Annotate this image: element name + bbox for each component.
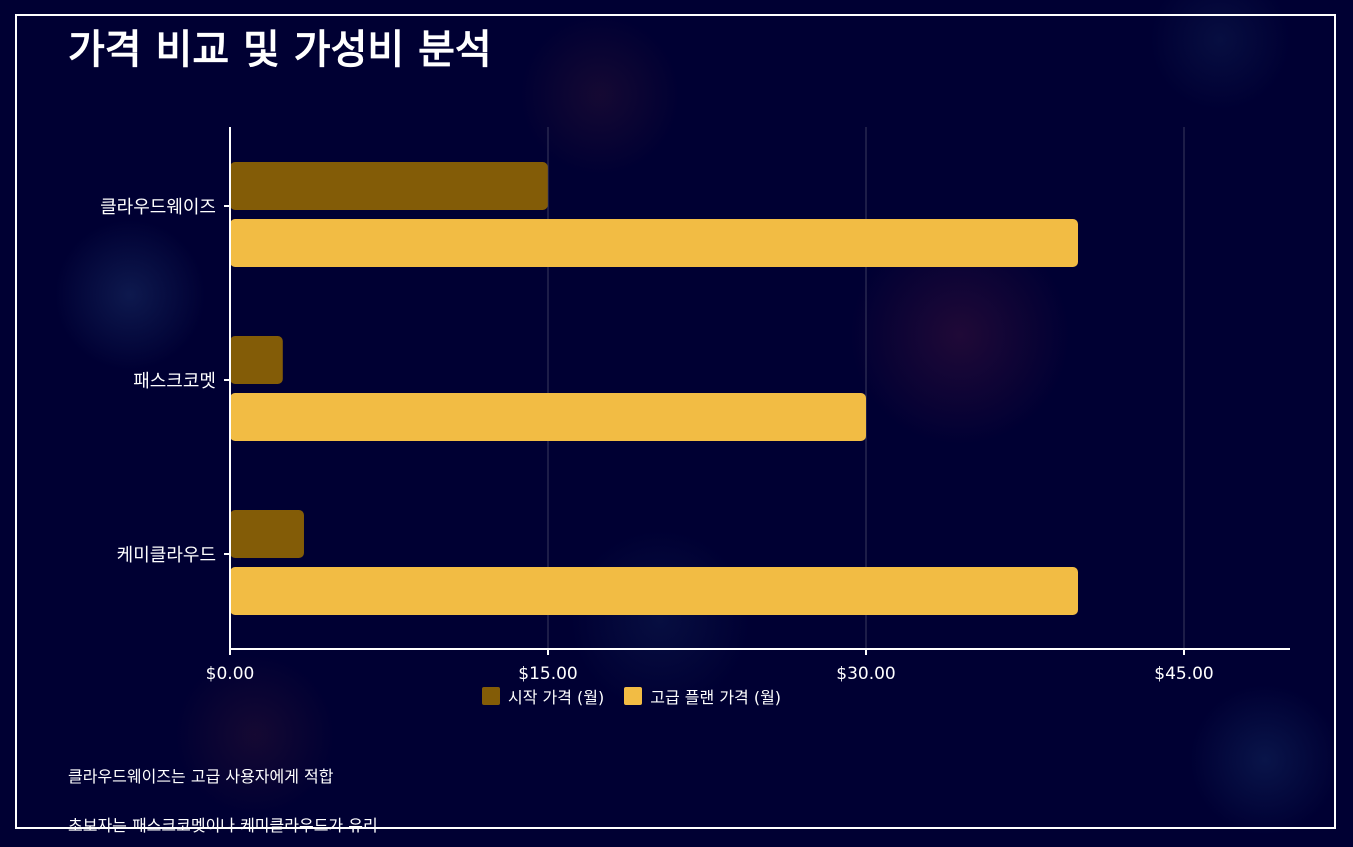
note-cloudways: 클라우드웨이즈는 고급 사용자에게 적합 (68, 767, 334, 786)
x-tick-label-0: $0.00 (206, 664, 255, 684)
chart-title: 가격 비교 및 가성비 분석 (68, 27, 492, 73)
legend-item-start-price[interactable]: 시작 가격 (월) (482, 684, 604, 708)
note-beginners: 초보자는 패스크코멧이나 케미클라우드가 유리 (68, 816, 378, 835)
bar-start-price-2 (230, 510, 304, 558)
y-tick-label-0: 클라우드웨이즈 (100, 197, 216, 218)
legend-label-start-price: 시작 가격 (월) (508, 688, 605, 707)
legend-item-premium-price[interactable]: 고급 플랜 가격 (월) (624, 684, 781, 708)
x-tick-label-1: $15.00 (518, 664, 577, 684)
chart-frame (15, 14, 1336, 829)
y-tick-label-1: 패스크코멧 (133, 371, 216, 392)
x-tick-label-3: $45.00 (1154, 664, 1213, 684)
bar-premium-price-0 (230, 219, 1078, 267)
chart-legend: 시작 가격 (월) 고급 플랜 가격 (월) (482, 684, 801, 708)
y-tick-label-2: 케미클라우드 (117, 545, 216, 566)
bar-start-price-0 (230, 162, 548, 210)
bar-premium-price-2 (230, 567, 1078, 615)
bar-start-price-1 (230, 336, 283, 384)
x-tick-label-2: $30.00 (836, 664, 895, 684)
legend-swatch-premium-price (624, 687, 643, 705)
legend-swatch-start-price (482, 687, 500, 705)
legend-label-premium-price: 고급 플랜 가격 (월) (650, 688, 782, 707)
bar-premium-price-1 (230, 393, 866, 441)
